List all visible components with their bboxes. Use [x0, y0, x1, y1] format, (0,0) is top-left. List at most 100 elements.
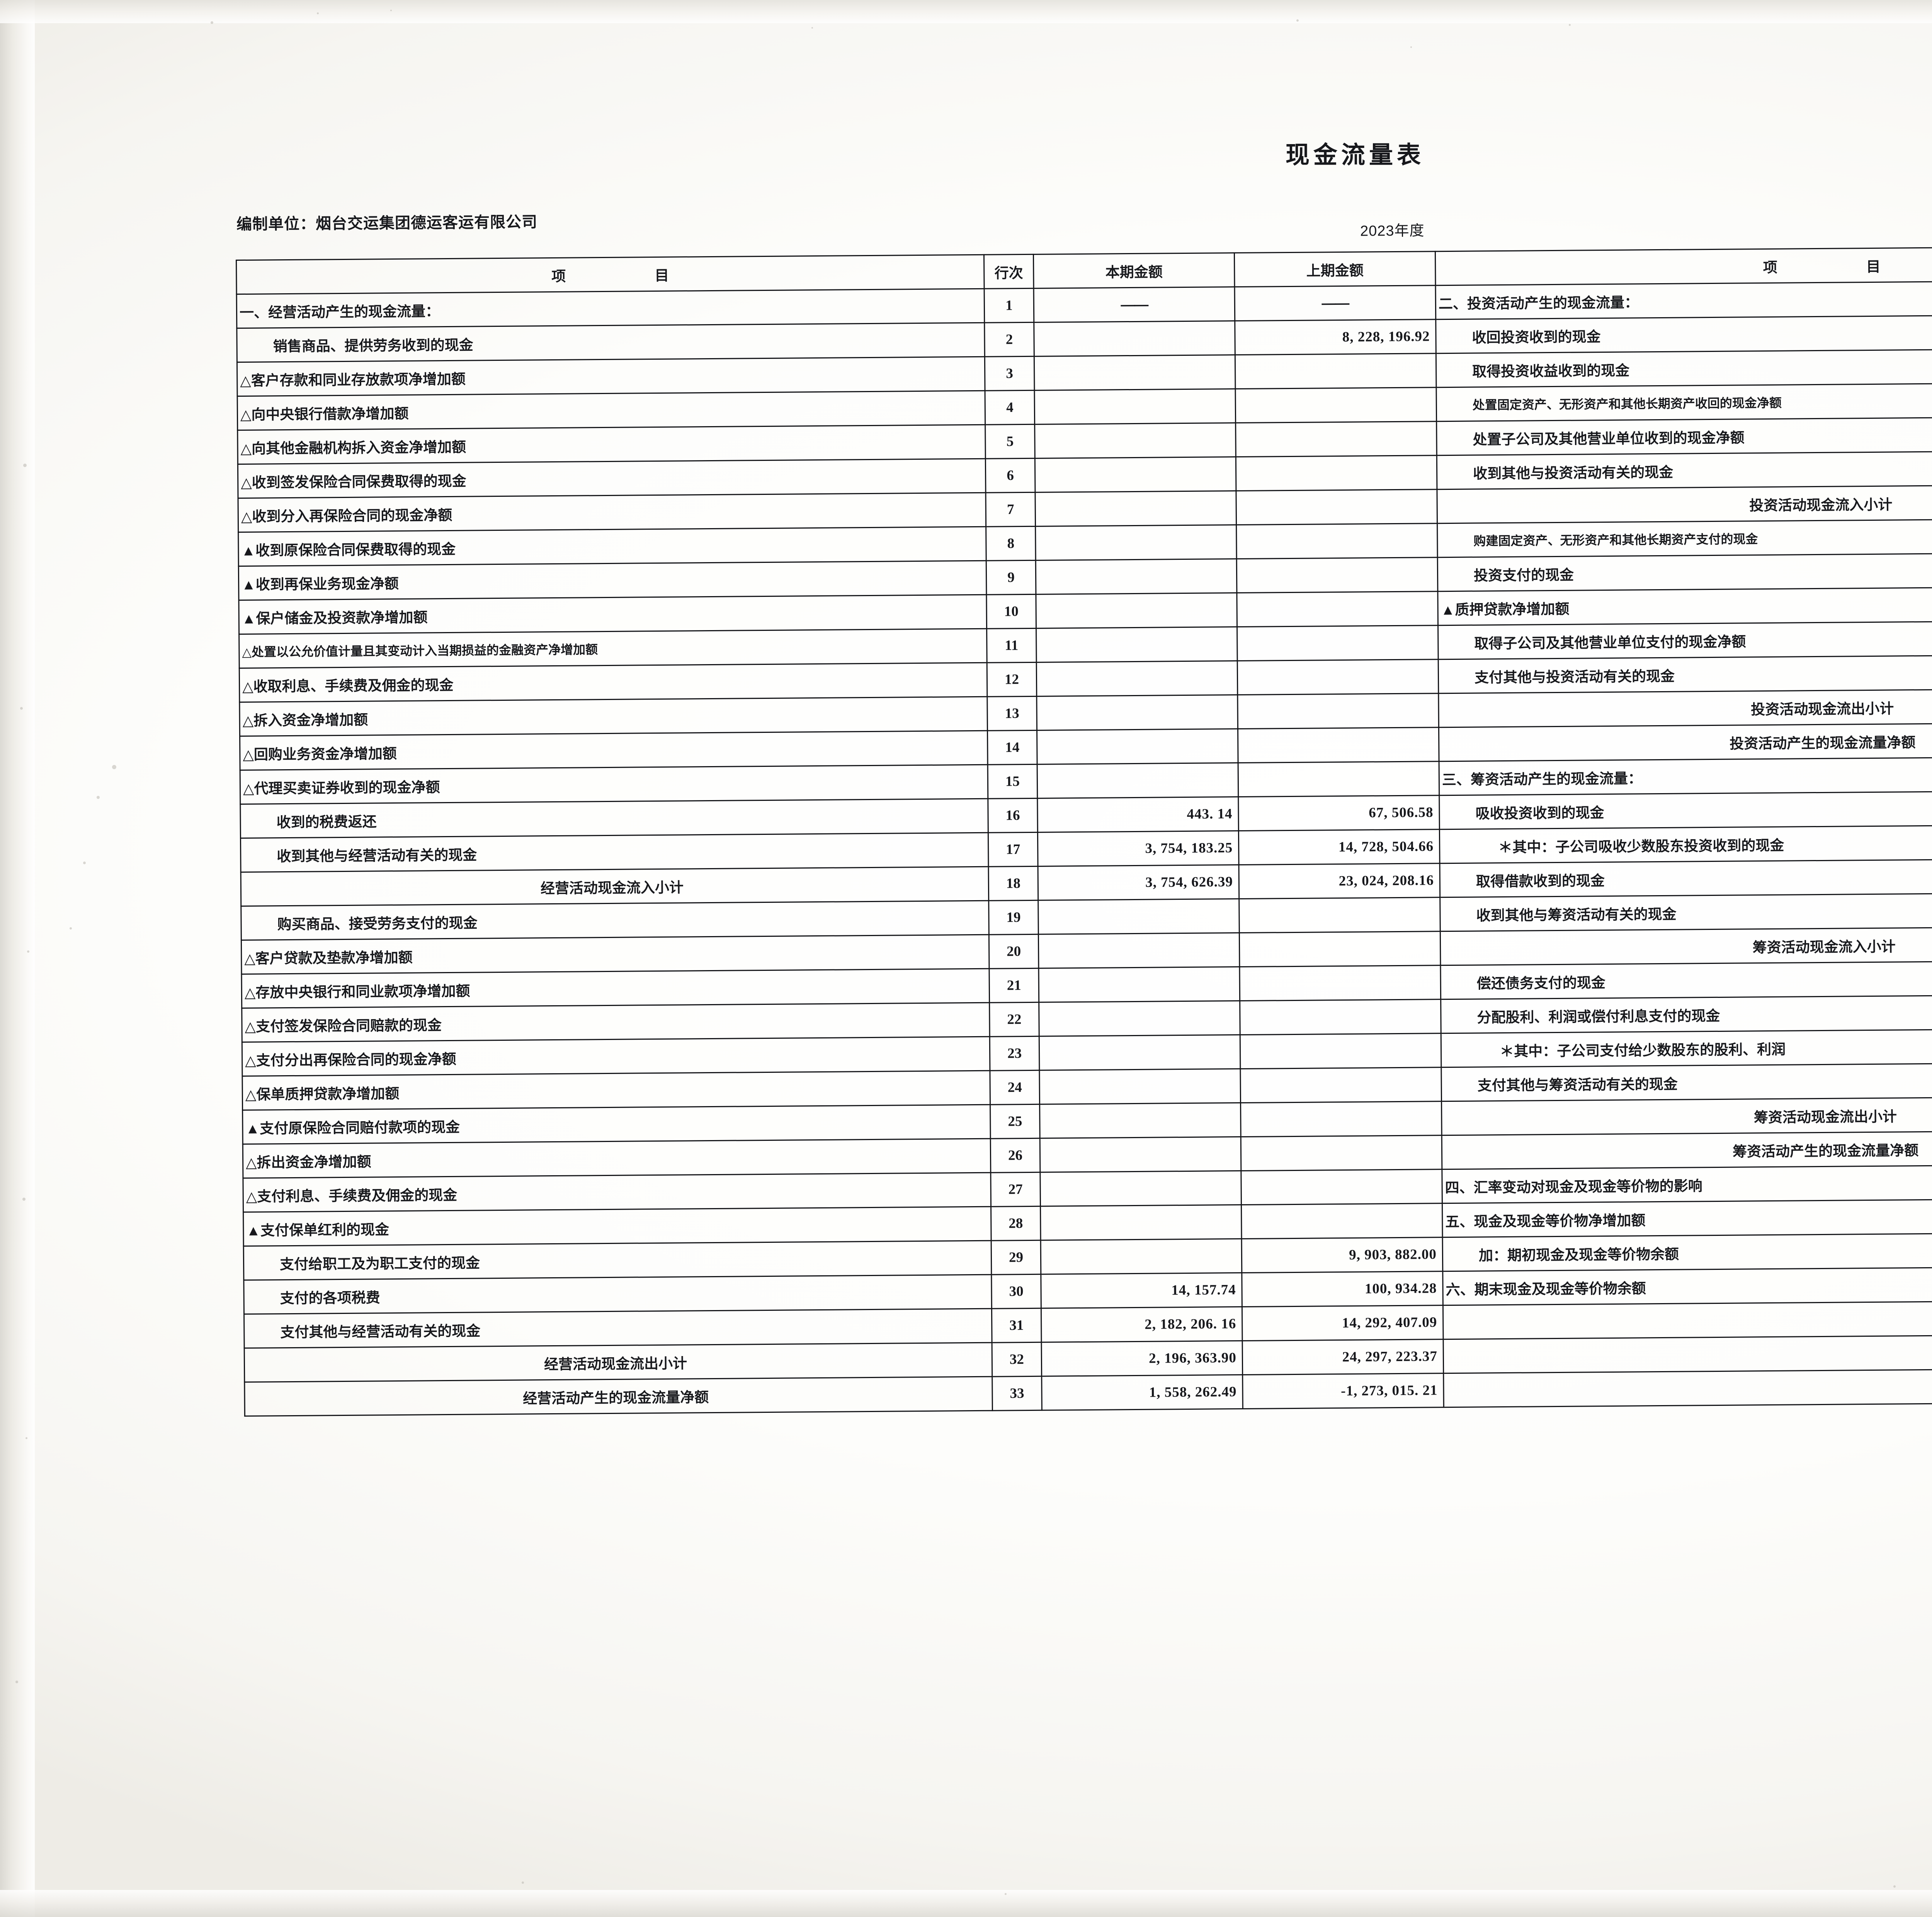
row-number-left: 22: [989, 1002, 1039, 1037]
current-amount-left: [1035, 457, 1236, 493]
scan-speck: [22, 1198, 26, 1201]
current-amount-left: [1035, 491, 1236, 527]
row-number-left: 28: [991, 1206, 1041, 1241]
scan-speck: [83, 862, 86, 864]
scan-speck: [1296, 19, 1299, 22]
current-amount-left: [1036, 559, 1237, 595]
column-header-item-right: 项目: [1435, 246, 1932, 286]
column-header-current-left: 本期金额: [1033, 253, 1235, 289]
row-label-right: [1443, 1300, 1932, 1339]
row-label-right: 投资活动现金流出小计: [1438, 688, 1932, 727]
row-number-left: 20: [989, 934, 1039, 969]
current-amount-left: [1039, 1103, 1241, 1139]
previous-amount-left: [1238, 727, 1439, 763]
row-label-left: △拆出资金净增加额: [243, 1139, 991, 1178]
previous-amount-left: [1237, 625, 1439, 661]
row-number-left: 4: [985, 390, 1035, 425]
row-label-left: △拆入资金净增加额: [239, 697, 988, 736]
row-number-left: 8: [986, 526, 1036, 561]
scan-speck: [97, 796, 100, 799]
previous-amount-left: 100, 934.28: [1242, 1271, 1443, 1307]
row-label-left: ▲保户储金及投资款净增加额: [238, 595, 987, 634]
current-amount-left: 2, 196, 363.90: [1041, 1341, 1243, 1377]
scan-speck: [20, 707, 23, 710]
previous-amount-left: [1240, 1067, 1442, 1103]
header-item-char1: 项: [551, 268, 566, 284]
row-number-left: 1: [984, 288, 1034, 323]
scan-speck: [390, 10, 392, 11]
scan-speck: [1569, 24, 1571, 26]
current-amount-left: [1039, 1035, 1240, 1071]
row-number-left: 15: [988, 764, 1037, 799]
row-label-right: 三、筹资活动产生的现金流量：: [1439, 756, 1932, 795]
row-label-left: △代理买卖证券收到的现金净额: [240, 765, 988, 804]
row-label-left: △收取利息、手续费及佣金的现金: [239, 663, 987, 702]
row-label-right: ＊其中：子公司支付给少数股东的股利、利润: [1441, 1028, 1932, 1067]
row-number-left: 21: [989, 968, 1039, 1003]
row-number-left: 19: [988, 900, 1039, 935]
row-label-right: 取得借款收到的现金: [1440, 858, 1932, 897]
row-label-left: 经营活动产生的现金流量净额: [244, 1377, 993, 1416]
row-label-right: 二、投资活动产生的现金流量：: [1435, 280, 1932, 320]
row-label-right: 收到其他与筹资活动有关的现金: [1440, 892, 1932, 931]
row-label-left: 支付给职工及为职工支付的现金: [243, 1241, 992, 1280]
row-label-left: △回购业务资金净增加额: [240, 731, 988, 770]
current-amount-left: [1036, 661, 1238, 697]
row-label-left: △客户存款和同业存放款项净增加额: [237, 357, 985, 396]
row-label-left: 收到其他与经营活动有关的现金: [240, 833, 989, 872]
row-label-right: 分配股利、利润或偿付利息支付的现金: [1440, 994, 1932, 1033]
row-label-left: △支付利息、手续费及佣金的现金: [243, 1173, 991, 1212]
previous-amount-left: [1240, 1033, 1441, 1069]
row-number-left: 6: [985, 458, 1035, 493]
current-amount-left: 1, 558, 262.49: [1041, 1375, 1243, 1411]
scan-speck: [26, 1437, 27, 1439]
column-header-rowno-left: 行次: [984, 254, 1034, 289]
row-label-left: 收到的税费返还: [240, 799, 988, 838]
row-number-left: 9: [986, 560, 1036, 595]
previous-amount-left: [1237, 693, 1439, 729]
cash-flow-table: 项目 行次 本期金额 上期金额 项目 行次 本期金额 上期金额 一、经营活动产生…: [236, 243, 1932, 1417]
row-label-left: △支付分出再保险合同的现金净额: [242, 1037, 990, 1076]
row-label-right: 投资支付的现金: [1437, 552, 1932, 591]
row-label-right: 支付其他与投资活动有关的现金: [1438, 654, 1932, 693]
previous-amount-left: [1236, 591, 1438, 627]
column-header-item-left: 项目: [236, 255, 985, 294]
current-amount-left: [1040, 1137, 1241, 1173]
scan-speck: [1893, 1885, 1896, 1888]
current-amount-left: [1036, 695, 1238, 731]
scan-speck: [15, 1681, 18, 1683]
row-label-right: 处置子公司及其他营业单位收到的现金净额: [1436, 416, 1932, 455]
current-amount-left: [1034, 389, 1236, 425]
current-amount-left: 443. 14: [1037, 797, 1239, 833]
row-label-left: △保单质押贷款净增加额: [242, 1071, 990, 1110]
row-label-left: △客户贷款及垫款净增加额: [241, 935, 990, 974]
row-label-left: ▲收到再保业务现金净额: [238, 561, 986, 600]
row-label-right: ▲质押贷款净增加额: [1437, 586, 1932, 625]
current-amount-left: [1039, 1069, 1241, 1105]
row-label-right: 支付其他与筹资活动有关的现金: [1441, 1062, 1932, 1101]
current-amount-left: [1034, 321, 1235, 357]
scan-edge-top: [0, 0, 1932, 23]
page-title: 现金流量表: [1285, 142, 1425, 168]
row-number-left: 33: [992, 1376, 1042, 1411]
previous-amount-left: 14, 292, 407.09: [1242, 1305, 1444, 1341]
row-label-left: △向其他金融机构拆入资金净增加额: [237, 425, 986, 464]
row-label-right: 收到其他与投资活动有关的现金: [1437, 450, 1932, 489]
previous-amount-left: [1239, 965, 1441, 1001]
row-label-right: ＊其中：子公司吸收少数股东投资收到的现金: [1439, 824, 1932, 863]
current-amount-left: 14, 157.74: [1041, 1273, 1242, 1309]
row-label-right: 筹资活动产生的现金流量净额: [1442, 1130, 1932, 1169]
previous-amount-left: [1236, 523, 1438, 559]
row-label-right: 取得投资收益收到的现金: [1436, 348, 1932, 387]
row-label-left: 支付其他与经营活动有关的现金: [244, 1309, 992, 1348]
row-number-left: 25: [990, 1104, 1040, 1139]
row-label-right: 投资活动现金流入小计: [1437, 484, 1932, 523]
row-label-right: 处置固定资产、无形资产和其他长期资产收回的现金净额: [1436, 382, 1932, 421]
previous-amount-left: [1235, 421, 1437, 457]
current-amount-left: 3, 754, 183.25: [1037, 831, 1239, 867]
column-header-previous-left: 上期金额: [1234, 251, 1436, 287]
current-amount-left: [1034, 423, 1236, 459]
row-number-left: 7: [985, 492, 1036, 527]
